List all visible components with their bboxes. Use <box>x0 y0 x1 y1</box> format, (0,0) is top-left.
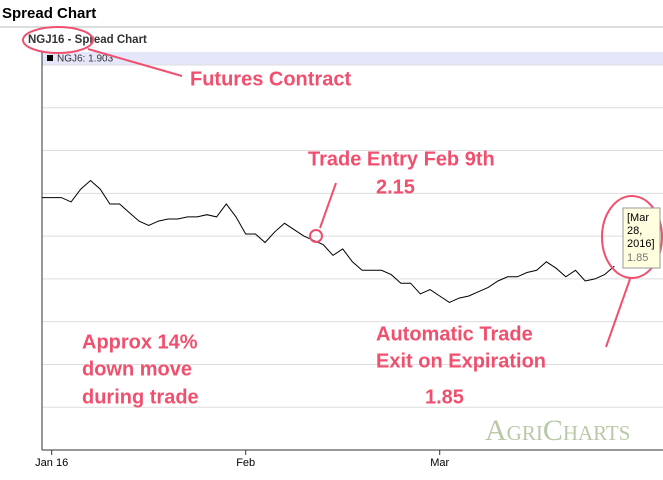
watermark: AgriCharts <box>485 414 630 447</box>
annotation: 1.85 <box>425 386 464 408</box>
x-tick-label: Jan 16 <box>35 457 68 469</box>
highlight-ellipse <box>22 26 94 54</box>
tooltip-text: 28, <box>627 225 642 237</box>
pointer-line <box>319 182 337 229</box>
annotation: 2.15 <box>376 176 415 198</box>
annotation: Trade Entry Feb 9th <box>308 148 495 170</box>
tooltip <box>622 207 661 269</box>
chart-subtitle: NGJ16 - Spread Chart <box>28 34 147 46</box>
entry-circle <box>309 229 323 243</box>
x-tick-label: Mar <box>430 457 449 469</box>
annotation: during trade <box>82 386 199 408</box>
highlight-ellipse <box>601 195 663 279</box>
x-tick-label: Feb <box>236 457 255 469</box>
legend-band <box>42 52 663 65</box>
annotation: Exit on Expiration <box>376 350 546 372</box>
data-line <box>42 179 615 303</box>
annotation: Futures Contract <box>190 68 351 90</box>
tooltip-text: 2016] <box>627 238 655 250</box>
tooltip-text: [Mar <box>627 212 649 224</box>
pointer-line <box>605 278 631 348</box>
chart-title: Spread Chart <box>2 5 96 22</box>
tooltip-text: 1.85 <box>627 252 648 264</box>
legend-swatch <box>47 55 53 61</box>
annotation: Automatic Trade <box>376 323 533 345</box>
pointer-line <box>87 48 183 77</box>
annotation: down move <box>82 358 192 380</box>
legend-label: NGJ6: 1.903 <box>57 54 114 65</box>
annotation: Approx 14% <box>82 331 198 353</box>
